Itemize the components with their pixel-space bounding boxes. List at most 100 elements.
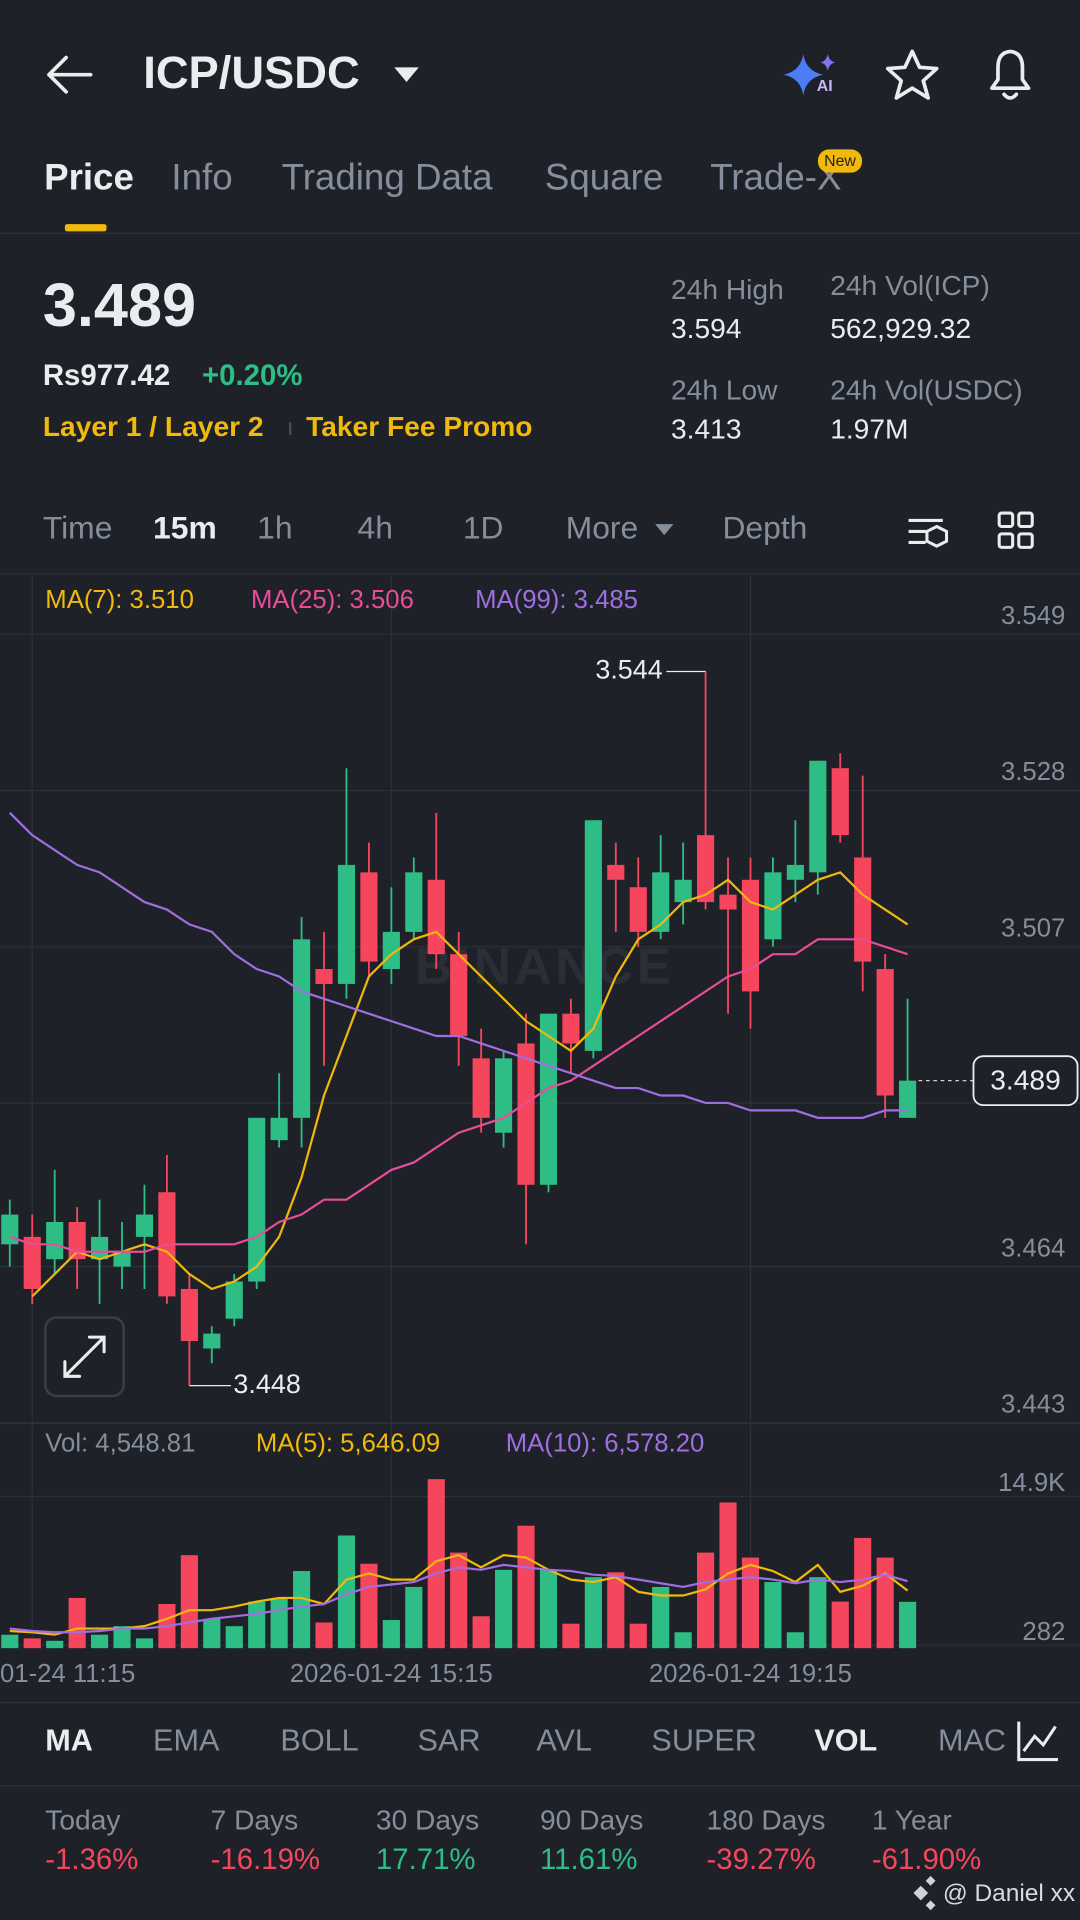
volume-bar (899, 1601, 917, 1649)
layout-icon[interactable] (997, 511, 1034, 549)
divider (0, 232, 1080, 234)
tab[interactable]: Trading Data (282, 157, 493, 198)
y-tick-label: 14.9K (998, 1469, 1065, 1497)
stat-value: 3.594 (671, 313, 741, 344)
stat-label: 24h High (671, 274, 784, 305)
indicator[interactable]: MAC (938, 1724, 1006, 1758)
performance-label: 180 Days (707, 1804, 826, 1835)
volume-bar (831, 1601, 849, 1649)
indicator[interactable]: SAR (418, 1724, 481, 1758)
candle-body (203, 1333, 221, 1349)
interval[interactable]: More (566, 510, 639, 546)
ai-icon[interactable] (783, 53, 823, 96)
candle-body (180, 1288, 198, 1342)
x-tick-label: 01-24 11:15 (0, 1660, 135, 1688)
volume-bar (584, 1577, 602, 1649)
volume-title: Vol: 4,548.81 (45, 1430, 195, 1458)
y-tick-label: 3.464 (1001, 1234, 1065, 1262)
indicator[interactable]: SUPER (651, 1724, 756, 1758)
volume-bar (1, 1634, 19, 1649)
candle-body (405, 872, 423, 932)
candle-body (697, 835, 715, 903)
indicator-settings[interactable] (1017, 1721, 1058, 1762)
alert-button[interactable] (990, 49, 1031, 100)
interval[interactable]: 1D (463, 510, 504, 546)
favorite-button[interactable] (885, 49, 939, 100)
candle-body (91, 1236, 109, 1260)
candle-body (876, 969, 894, 1096)
back-button[interactable] (47, 55, 93, 94)
divider (0, 1785, 1080, 1787)
candle-body (741, 879, 760, 992)
last-price: 3.489 (43, 271, 196, 339)
ai-label: AI (817, 78, 833, 95)
indicator-active[interactable]: VOL (814, 1724, 877, 1758)
volume-bar (697, 1552, 715, 1649)
tab[interactable]: Info (171, 157, 232, 198)
candle-body (831, 768, 849, 836)
candle-body (584, 820, 602, 1051)
layout-cell (997, 511, 1015, 529)
legend-entry: MA(99): 3.485 (475, 586, 638, 614)
watermark: @ Daniel xx (943, 1880, 1075, 1907)
x-tick-label: 2026-01-24 15:15 (290, 1660, 493, 1688)
candle-body (854, 857, 872, 962)
price-change: +0.20% (202, 359, 302, 392)
interval[interactable]: Depth (722, 510, 807, 546)
candle-body (607, 864, 625, 880)
performance-label: 7 Days (211, 1804, 299, 1835)
performance-label: Today (45, 1804, 121, 1835)
indicator-active[interactable]: MA (45, 1724, 93, 1758)
volume-bar (629, 1623, 647, 1649)
pair-caret[interactable] (394, 67, 419, 83)
fiat-price: Rs977.42 (43, 359, 170, 392)
volume-bar (23, 1638, 41, 1649)
candle-body (23, 1236, 41, 1289)
divider (0, 1422, 1080, 1425)
y-tick-label: 282 (1022, 1618, 1065, 1646)
volume-bar (495, 1569, 513, 1649)
pair-title[interactable]: ICP/USDC (143, 47, 359, 98)
volume-bar (674, 1632, 692, 1649)
candle-body (629, 887, 647, 932)
performance-value: -61.90% (872, 1843, 981, 1876)
volume-bar (472, 1616, 490, 1649)
y-tick-label: 3.507 (1001, 914, 1065, 942)
candle-body (337, 864, 356, 984)
candle-body (270, 1117, 288, 1141)
ai-spark (820, 53, 836, 72)
settings-icon[interactable] (908, 518, 943, 544)
candle-body (652, 872, 670, 932)
candle-body (427, 879, 445, 955)
interval[interactable]: 1h (257, 510, 292, 546)
stat-value: 3.413 (671, 413, 741, 444)
candle-body (113, 1251, 131, 1267)
interval-active[interactable]: 15m (153, 510, 217, 546)
legend-entry: MA(25): 3.506 (251, 586, 414, 614)
tab-active[interactable]: Price (44, 157, 134, 198)
performance-value: 17.71% (376, 1843, 476, 1876)
stat-label: 24h Vol(ICP) (830, 270, 990, 301)
candle-body (135, 1214, 154, 1237)
divider (0, 573, 1080, 575)
indicator[interactable]: AVL (536, 1724, 592, 1758)
volume-bar (764, 1582, 782, 1649)
interval[interactable]: Time (43, 510, 113, 546)
volume-bar (539, 1569, 558, 1649)
y-tick-label: 3.549 (1001, 602, 1065, 630)
interval[interactable]: 4h (358, 510, 393, 546)
candle-body (472, 1058, 490, 1118)
candle-body (293, 939, 311, 1118)
tag[interactable]: Layer 1 / Layer 2 (43, 411, 264, 442)
performance-value: -16.19% (211, 1843, 320, 1876)
y-tick-label: 3.443 (1001, 1391, 1065, 1419)
tab[interactable]: Square (545, 157, 663, 198)
indicator[interactable]: EMA (153, 1724, 220, 1758)
volume-bar (135, 1638, 154, 1649)
badge (817, 149, 863, 173)
volume-bar (270, 1597, 288, 1649)
indicator[interactable]: BOLL (280, 1724, 358, 1758)
candle-body (225, 1281, 243, 1319)
tag[interactable]: Taker Fee Promo (306, 411, 532, 442)
